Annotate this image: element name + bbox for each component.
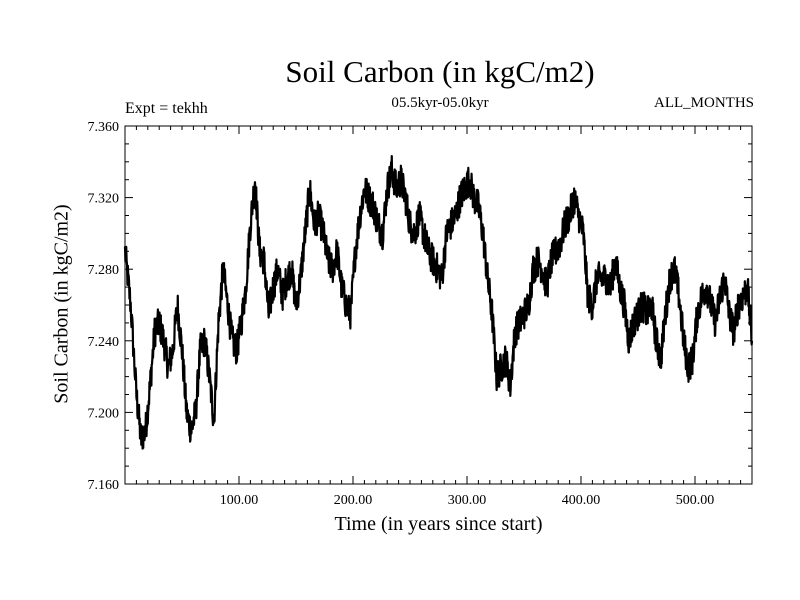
- series-layer: [123, 155, 754, 450]
- y-tick-label: 7.320: [88, 192, 120, 207]
- x-tick-label: 100.00: [220, 493, 259, 508]
- y-tick-label: 7.240: [88, 335, 120, 350]
- experiment-label: Expt = tekhh: [125, 100, 208, 117]
- x-tick-label: 300.00: [448, 493, 487, 508]
- x-axis-label: Time (in years since start): [334, 513, 543, 535]
- x-tick-label: 200.00: [334, 493, 373, 508]
- plot-frame: [124, 125, 753, 485]
- series-line: [123, 155, 754, 450]
- y-tick-label: 7.160: [88, 478, 120, 493]
- months-label: ALL_MONTHS: [654, 95, 754, 111]
- chart-title: Soil Carbon (in kgC/m2): [285, 54, 595, 89]
- y-tick-label: 7.360: [88, 120, 120, 135]
- tick-layer: 100.00 200.00 300.00 400.00 500.00 7.160 7.200…: [88, 120, 752, 508]
- x-tick-label: 400.00: [562, 493, 601, 508]
- y-tick-label: 7.280: [88, 263, 120, 278]
- y-tick-label: 7.200: [88, 406, 120, 421]
- x-tick-label: 500.00: [676, 493, 715, 508]
- chart-subtitle: 05.5kyr-05.0kyr: [391, 95, 489, 111]
